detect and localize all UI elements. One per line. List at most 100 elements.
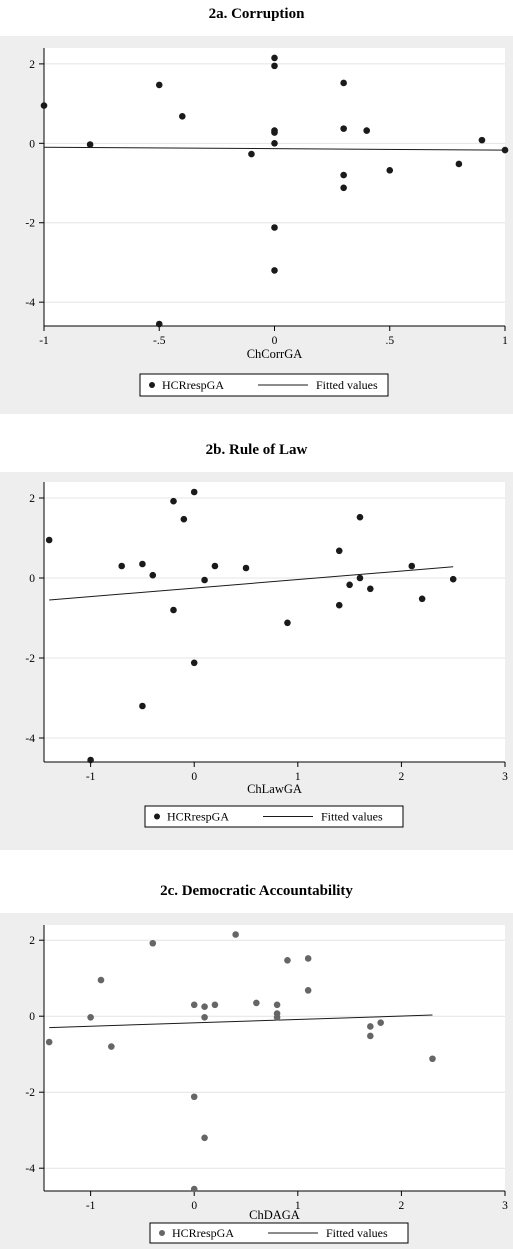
data-point [179, 113, 186, 120]
data-point [356, 513, 364, 521]
data-point [335, 601, 343, 609]
plot-area [44, 482, 505, 762]
data-point [284, 619, 291, 627]
data-point [340, 125, 347, 132]
data-point [201, 1003, 208, 1010]
y-tick-label: 2 [29, 59, 35, 71]
y-tick-label: -4 [25, 1163, 35, 1175]
data-point [304, 987, 312, 994]
data-point [139, 560, 146, 568]
x-tick-label: 0 [272, 335, 278, 347]
panel-title-democratic-accountability: 2c. Democratic Accountability [160, 883, 353, 899]
data-point [248, 150, 255, 158]
data-point [201, 1014, 208, 1021]
data-point [190, 1001, 198, 1009]
data-point [346, 581, 353, 589]
x-tick-label: -1 [86, 1200, 96, 1212]
data-point [190, 488, 198, 496]
y-tick-label: -4 [25, 733, 35, 745]
data-point [340, 171, 347, 179]
data-point [211, 562, 219, 570]
legend-label-fitted: Fitted values [321, 810, 383, 824]
data-point [271, 54, 278, 62]
x-axis-label: ChLawGA [247, 782, 302, 796]
x-axis-label: ChDAGA [249, 1208, 300, 1222]
data-point [149, 571, 157, 579]
data-point [340, 79, 347, 87]
data-point [478, 136, 486, 144]
y-tick-label: -4 [25, 297, 35, 309]
data-point [139, 702, 146, 710]
x-tick-label: 2 [399, 1200, 405, 1212]
x-tick-label: 1 [502, 335, 508, 347]
data-point [271, 224, 278, 231]
data-point [271, 140, 278, 147]
data-point [273, 1001, 281, 1009]
chart-corruption: -4 -2 0 2 -1 -.5 0 .5 1 ChCorrGA HCRrespGA Fitted v… [0, 36, 513, 414]
x-tick-label: 3 [502, 771, 508, 783]
y-tick-label: 0 [29, 138, 35, 150]
data-point [363, 127, 371, 134]
data-point [170, 606, 177, 614]
data-point [356, 574, 364, 582]
x-tick-label: -.5 [153, 335, 166, 347]
legend-label-points: HCRrespGA [162, 378, 224, 392]
data-point [367, 1023, 374, 1030]
data-point [180, 515, 188, 523]
data-point [87, 756, 94, 764]
data-point [155, 320, 163, 328]
data-point [190, 659, 198, 667]
data-point [190, 1093, 198, 1101]
data-point [408, 562, 416, 570]
data-point [377, 1019, 384, 1026]
data-point [40, 102, 48, 109]
data-point [367, 1032, 374, 1040]
data-point [242, 564, 250, 572]
chart-democratic-accountability: -4 -2 0 2 -1 0 1 2 3 ChDAGA HCRrespGA Fitted values [0, 913, 513, 1249]
data-point [501, 146, 509, 154]
y-tick-label: -2 [25, 653, 35, 665]
data-point [449, 575, 457, 583]
x-tick-label: 0 [191, 771, 197, 783]
legend-label-fitted: Fitted values [326, 1226, 388, 1240]
data-point [284, 957, 291, 964]
data-point [232, 931, 239, 938]
fitted-line [43, 146, 506, 151]
x-tick-label: 1 [295, 1200, 301, 1212]
fitted-line [49, 566, 454, 601]
data-point [304, 955, 312, 962]
legend-label-fitted: Fitted values [316, 378, 378, 392]
x-axis-label: ChCorrGA [247, 347, 303, 361]
y-tick-label: 0 [29, 573, 35, 585]
data-point [170, 497, 177, 505]
data-point [118, 562, 125, 570]
data-point [253, 999, 260, 1007]
data-point [45, 536, 53, 544]
x-tick-label: 3 [502, 1200, 508, 1212]
data-point [455, 160, 463, 168]
data-point [429, 1055, 436, 1063]
plot-area [44, 925, 505, 1191]
plot-area [44, 48, 505, 326]
data-point [418, 595, 426, 603]
legend-marker [159, 1230, 165, 1236]
y-tick-label: 2 [29, 935, 35, 947]
data-point [367, 585, 374, 593]
legend-marker [154, 813, 160, 820]
x-tick-label: 0 [191, 1200, 197, 1212]
legend-label-points: HCRrespGA [172, 1226, 234, 1240]
data-point [86, 141, 94, 148]
chart-rule-of-law: -4 -2 0 2 -1 0 1 2 3 ChLawGA HCRrespGA Fitted value… [0, 472, 513, 850]
data-point [340, 184, 347, 192]
y-tick-label: -2 [25, 218, 35, 230]
data-point [211, 1001, 219, 1009]
x-tick-label: 1 [295, 771, 301, 783]
data-point [201, 1134, 208, 1142]
legend-label-points: HCRrespGA [167, 810, 229, 824]
data-point [271, 129, 278, 136]
data-point [386, 167, 394, 174]
data-point [97, 976, 105, 984]
data-point [87, 1014, 94, 1021]
y-tick-label: 0 [29, 1011, 35, 1023]
data-point [45, 1038, 53, 1046]
